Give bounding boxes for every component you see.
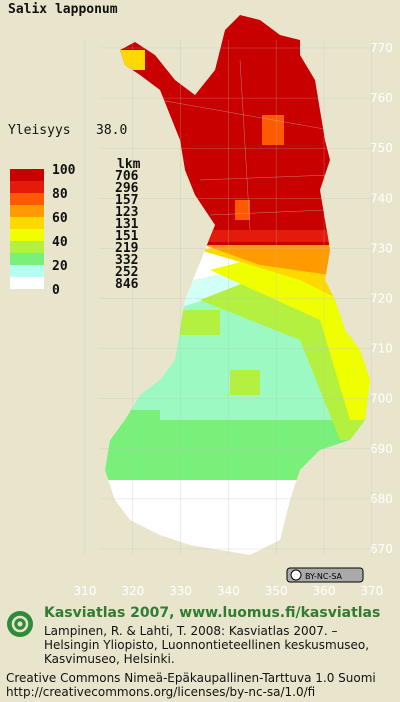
- legend-swatch: [10, 253, 44, 265]
- legend-label: 100: [52, 163, 76, 178]
- y-tick-label: 710: [370, 342, 393, 356]
- legend-swatch: [10, 217, 44, 229]
- x-tick-label: 340: [217, 584, 240, 598]
- title: Salix lapponum: [8, 2, 118, 17]
- legend-count: 252: [115, 265, 138, 280]
- y-tick-label: 680: [370, 492, 393, 506]
- x-tick-label: 320: [121, 584, 144, 598]
- legend-swatch: [10, 181, 44, 193]
- legend-label: 60: [52, 211, 68, 226]
- legend-swatch: [10, 205, 44, 217]
- legend-count: 219: [115, 241, 138, 256]
- license-line: Creative Commons Nimeä-Epäkaupallinen-Ta…: [6, 671, 376, 685]
- citation-line: Lampinen, R. & Lahti, T. 2008: Kasviatla…: [44, 624, 338, 638]
- legend-swatch: [10, 229, 44, 241]
- legend-swatch: [10, 193, 44, 205]
- index-value: 38.0: [96, 123, 127, 138]
- y-tick-label: 750: [370, 141, 393, 155]
- citation-line: Kasvimuseo, Helsinki.: [44, 652, 175, 666]
- x-tick-label: 370: [360, 584, 383, 598]
- citation-line: Helsingin Yliopisto, Luonnontieteellinen…: [44, 638, 369, 652]
- license-badge-text: BY-NC-SA: [305, 572, 343, 581]
- y-tick-label: 720: [370, 292, 393, 306]
- legend-count: 131: [115, 217, 139, 232]
- legend-label: 80: [52, 187, 68, 202]
- legend-swatch: [10, 169, 44, 181]
- legend-label: 0: [52, 283, 60, 298]
- index-label: Yleisyys: [8, 123, 71, 138]
- legend-count: 151: [115, 229, 139, 244]
- y-tick-label: 730: [370, 241, 393, 255]
- y-tick-label: 700: [370, 392, 393, 406]
- legend-count: 123: [115, 205, 138, 220]
- legend-label: 40: [52, 235, 68, 250]
- logo: [7, 611, 33, 637]
- legend-count: 332: [115, 253, 138, 268]
- legend-swatch: [10, 241, 44, 253]
- legend-swatch: [10, 265, 44, 277]
- legend-count: 157: [115, 193, 138, 208]
- y-tick-label: 770: [370, 41, 393, 55]
- legend-count: 846: [115, 277, 139, 292]
- legend-count: 706: [115, 169, 139, 184]
- x-tick-label: 330: [169, 584, 192, 598]
- y-tick-label: 740: [370, 191, 393, 205]
- legend-label: 20: [52, 259, 68, 274]
- license-badge: [286, 567, 364, 583]
- footer-heading: Kasviatlas 2007, www.luomus.fi/kasviatla…: [44, 605, 380, 621]
- legend-header: lkm: [117, 157, 141, 172]
- x-tick-label: 360: [313, 584, 336, 598]
- y-tick-label: 760: [370, 91, 393, 105]
- cc-icon: [290, 569, 302, 581]
- license-line: http://creativecommons.org/licenses/by-n…: [6, 685, 315, 699]
- y-tick-label: 690: [370, 442, 393, 456]
- x-tick-label: 350: [265, 584, 288, 598]
- y-tick-label: 670: [370, 542, 393, 556]
- x-tick-label: 310: [74, 584, 97, 598]
- legend-count: 296: [115, 181, 139, 196]
- legend-swatch: [10, 277, 44, 289]
